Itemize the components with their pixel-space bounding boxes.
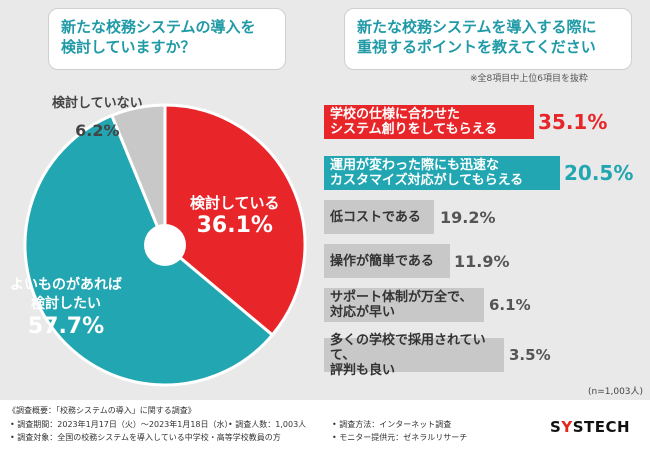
- bar-value-4: 11.9%: [454, 251, 510, 271]
- pie-label-not-val: 6.2%: [75, 121, 120, 140]
- pie-label-considering: 検討している 36.1%: [190, 192, 280, 238]
- pie-chart: 検討している 36.1% よいものがあれば 検討したい 57.7% 検討していな…: [0, 80, 330, 400]
- pie-slice-not: [109, 103, 167, 246]
- bar-label-5: サポート体制が万全で、 対応が早い: [330, 290, 473, 320]
- bar-label-2: 運用が変わった際にも迅速な カスタマイズ対応がしてもらえる: [330, 158, 524, 188]
- question2-box: 新たな校務システムを導入する際に 重視するポイントを教えてください: [344, 8, 632, 70]
- bar-3: 低コストである 19.2%: [324, 200, 496, 234]
- logo-y: Y: [561, 418, 573, 436]
- survey-footer: 《調査概要：「校務システムの導入」に関する調査》 • 調査期間：2023年1月1…: [0, 401, 650, 450]
- bar-value-5: 6.1%: [489, 296, 531, 314]
- bar-value-6: 3.5%: [509, 346, 551, 364]
- pie-slice-considering: [163, 103, 307, 338]
- pie-label-maybe-val: 57.7%: [27, 314, 105, 339]
- question1-box: 新たな校務システムの導入を 検討していますか？: [48, 8, 286, 70]
- pie-label-not-cat: 検討していない: [52, 96, 143, 111]
- pie-center-hole: [144, 224, 186, 266]
- bar-label-1: 学校の仕様に合わせた システム創りをしてもらえる: [330, 107, 498, 137]
- bar-value-2: 20.5%: [564, 161, 634, 185]
- total-count: (n=1,003人): [588, 387, 644, 397]
- bar-label-6: 多くの学校で採用されていて、 評判も良い: [330, 332, 486, 378]
- bar-value-1: 35.1%: [538, 110, 608, 134]
- bar-label-4: 操作が簡単である: [330, 253, 434, 269]
- bar-value-3: 19.2%: [440, 207, 496, 227]
- logo-post: STECH: [572, 418, 631, 436]
- systech-logo: SYSTECH: [550, 418, 630, 436]
- bar-6: 多くの学校で採用されていて、 評判も良い 3.5%: [324, 333, 551, 378]
- footer-people: • 調査人数：1,003人: [228, 420, 307, 429]
- footer-period: • 調査期間：2023年1月17日（火）〜2023年1月18日（水）: [10, 420, 233, 429]
- pie-label-maybe-cat: よいものがあれば 検討したい: [10, 277, 122, 312]
- bar-label-3: 低コストである: [330, 209, 421, 225]
- bar-2: 運用が変わった際にも迅速な カスタマイズ対応がしてもらえる 20.5%: [324, 156, 633, 190]
- footer-method: • 調査方法：インターネット調査: [332, 420, 452, 429]
- bar-5: サポート体制が万全で、 対応が早い 6.1%: [324, 288, 531, 322]
- bar-1: 学校の仕様に合わせた システム創りをしてもらえる 35.1%: [324, 105, 607, 139]
- footer-monitor: • モニター提供元：ゼネラルリサーチ: [332, 433, 468, 442]
- bar-4: 操作が簡単である 11.9%: [324, 244, 510, 278]
- logo-pre: S: [550, 418, 562, 436]
- footer-target: • 調査対象：全国の校務システムを導入している中学校・高等学校教員の方: [10, 433, 281, 442]
- pie-label-not: 検討していない 6.2%: [52, 92, 143, 140]
- pie-label-maybe: よいものがあれば 検討したい 57.7%: [10, 276, 122, 339]
- question1-text: 新たな校務システムの導入を 検討していますか？: [61, 18, 256, 56]
- note-text: ※全8項目中上位6項目を抜粋: [470, 74, 588, 84]
- footer-title: 《調査概要：「校務システムの導入」に関する調査》: [8, 406, 196, 415]
- pie-svg: [23, 103, 307, 387]
- pie-label-considering-cat: 検討している: [190, 194, 280, 212]
- pie-label-considering-val: 36.1%: [196, 213, 273, 238]
- question2-text: 新たな校務システムを導入する際に 重視するポイントを教えてください: [357, 18, 597, 56]
